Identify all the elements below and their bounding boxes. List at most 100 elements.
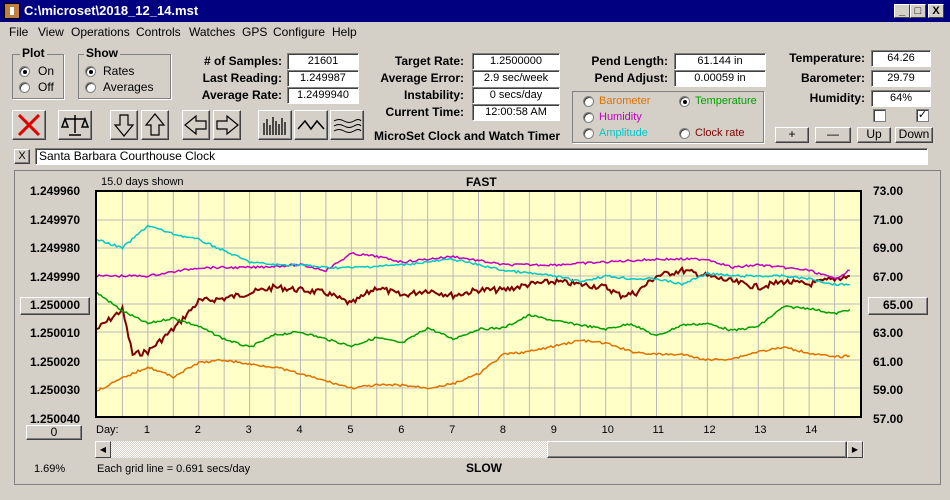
day-tick-label: 5 — [347, 424, 354, 436]
menu-gps[interactable]: GPS — [242, 25, 268, 39]
center-rate-button[interactable]: 1.250000 — [20, 297, 90, 315]
average-error-value: 2.9 sec/week — [472, 70, 560, 87]
slow-label: SLOW — [466, 461, 502, 475]
env-down-button[interactable]: Down — [895, 127, 933, 143]
humidity-label: Humidity — [599, 111, 642, 123]
close-button[interactable]: X — [928, 4, 944, 18]
day-tick-label: 11 — [652, 424, 664, 436]
clear-clock-button[interactable]: X — [14, 149, 30, 164]
amplitude-label: Amplitude — [599, 127, 648, 139]
show-group — [78, 54, 171, 99]
day-tick-label: 6 — [398, 424, 405, 436]
day-tick-label: 7 — [449, 424, 456, 436]
left-arrow-icon — [184, 114, 207, 136]
stop-button[interactable] — [12, 110, 46, 140]
plot-on-label: On — [38, 64, 55, 78]
wave-button[interactable] — [294, 110, 328, 140]
plot-off-label: Off — [38, 80, 54, 94]
menu-help[interactable]: Help — [332, 25, 357, 39]
current-time-value: 12:00:58 AM — [472, 104, 560, 121]
right-arrow-button[interactable] — [213, 110, 241, 140]
day-tick-label: 10 — [601, 424, 614, 436]
down-arrow-button[interactable] — [110, 110, 138, 140]
instability-value: 0 secs/day — [472, 87, 560, 104]
horizontal-scrollbar[interactable]: ◀ ▶ — [95, 441, 864, 458]
menu-operations[interactable]: Operations — [71, 25, 130, 39]
scroll-right-button[interactable]: ▶ — [847, 441, 863, 458]
percent-value: 1.69% — [34, 463, 66, 475]
day-tick-label: 8 — [499, 424, 507, 436]
barometer-env-value: 29.79 — [871, 70, 931, 87]
left-tick: 1.249970 — [30, 213, 81, 227]
plot-on-radio[interactable] — [19, 66, 30, 77]
histogram-button[interactable] — [258, 110, 292, 140]
env-plus-button[interactable]: + — [775, 127, 809, 143]
center-temp-button[interactable]: 65.00 — [868, 297, 928, 315]
clock-rate-label: Clock rate — [695, 127, 745, 139]
humidity-env-value: 64% — [871, 90, 931, 107]
temperature-env-label: Temperature: — [789, 51, 865, 65]
app-icon — [4, 3, 20, 19]
day-tick-label: 1 — [143, 424, 150, 436]
left-tick: 1.250030 — [30, 383, 81, 397]
grid-note: Each grid line = 0.691 secs/day — [97, 463, 251, 475]
env-checkbox-1[interactable] — [873, 109, 886, 122]
clock-rate-radio[interactable] — [679, 128, 690, 139]
temperature-label: Temperature — [695, 95, 757, 107]
up-arrow-button[interactable] — [141, 110, 169, 140]
up-arrow-icon — [144, 113, 166, 136]
env-minus-button[interactable]: — — [815, 127, 851, 143]
last-reading-label: Last Reading: — [202, 71, 282, 85]
pend-adjust-value: 0.00059 in — [674, 70, 766, 87]
day-tick-label: 2 — [194, 424, 201, 436]
balance-scale-icon — [60, 115, 90, 136]
menu-controls[interactable]: Controls — [136, 25, 181, 39]
series-line-humidity — [96, 251, 850, 280]
menu-watches[interactable]: Watches — [189, 25, 236, 39]
right-arrow-icon — [216, 114, 239, 136]
day-tick-label: 14 — [805, 424, 818, 436]
average-rate-label: Average Rate: — [201, 88, 282, 102]
target-rate-value: 1.2500000 — [472, 53, 560, 70]
scroll-left-button[interactable]: ◀ — [95, 441, 111, 458]
right-tick: 63.00 — [873, 326, 904, 340]
scroll-thumb[interactable] — [547, 441, 847, 458]
show-averages-radio[interactable] — [85, 82, 96, 93]
days-shown-label: 15.0 days shown — [101, 176, 184, 188]
scale-button[interactable] — [58, 110, 92, 140]
env-up-button[interactable]: Up — [857, 127, 891, 143]
minimize-button[interactable]: _ — [894, 4, 910, 18]
barometer-label: Barometer — [599, 95, 651, 107]
menu-configure[interactable]: Configure — [273, 25, 326, 39]
title-bar: C:\microset\2018_12_14.mst _ □ X — [0, 0, 950, 22]
left-arrow-button[interactable] — [182, 110, 210, 140]
show-rates-radio[interactable] — [85, 66, 96, 77]
amplitude-radio[interactable] — [583, 128, 594, 139]
scroll-track[interactable] — [111, 441, 547, 458]
menu-view[interactable]: View — [38, 25, 64, 39]
right-tick: 71.00 — [873, 213, 904, 227]
pend-length-value: 61.144 in — [674, 53, 766, 70]
maximize-button[interactable]: □ — [910, 4, 926, 18]
left-tick: 1.250010 — [30, 326, 81, 340]
day-tick-label: 3 — [245, 424, 252, 436]
day-tick-label: 13 — [754, 424, 767, 436]
series-line-clock-rate — [96, 265, 850, 357]
right-tick: 61.00 — [873, 355, 904, 369]
show-averages-label: Averages — [103, 80, 154, 94]
clock-name-field[interactable]: Santa Barbara Courthouse Clock — [35, 148, 928, 165]
current-time-label: Current Time: — [385, 105, 464, 119]
pend-adjust-label: Pend Adjust: — [594, 71, 668, 85]
app-caption: MicroSet Clock and Watch Timer — [374, 129, 561, 143]
noise-button[interactable] — [330, 110, 364, 140]
env-checkbox-2[interactable]: ✓ — [916, 109, 929, 122]
target-rate-label: Target Rate: — [394, 54, 464, 68]
humidity-env-label: Humidity: — [809, 91, 865, 105]
temperature-radio[interactable] — [679, 96, 690, 107]
barometer-radio[interactable] — [583, 96, 594, 107]
humidity-radio[interactable] — [583, 112, 594, 123]
right-tick: 73.00 — [873, 184, 904, 198]
menu-file[interactable]: File — [9, 25, 29, 39]
zero-button[interactable]: 0 — [26, 425, 82, 440]
plot-off-radio[interactable] — [19, 82, 30, 93]
